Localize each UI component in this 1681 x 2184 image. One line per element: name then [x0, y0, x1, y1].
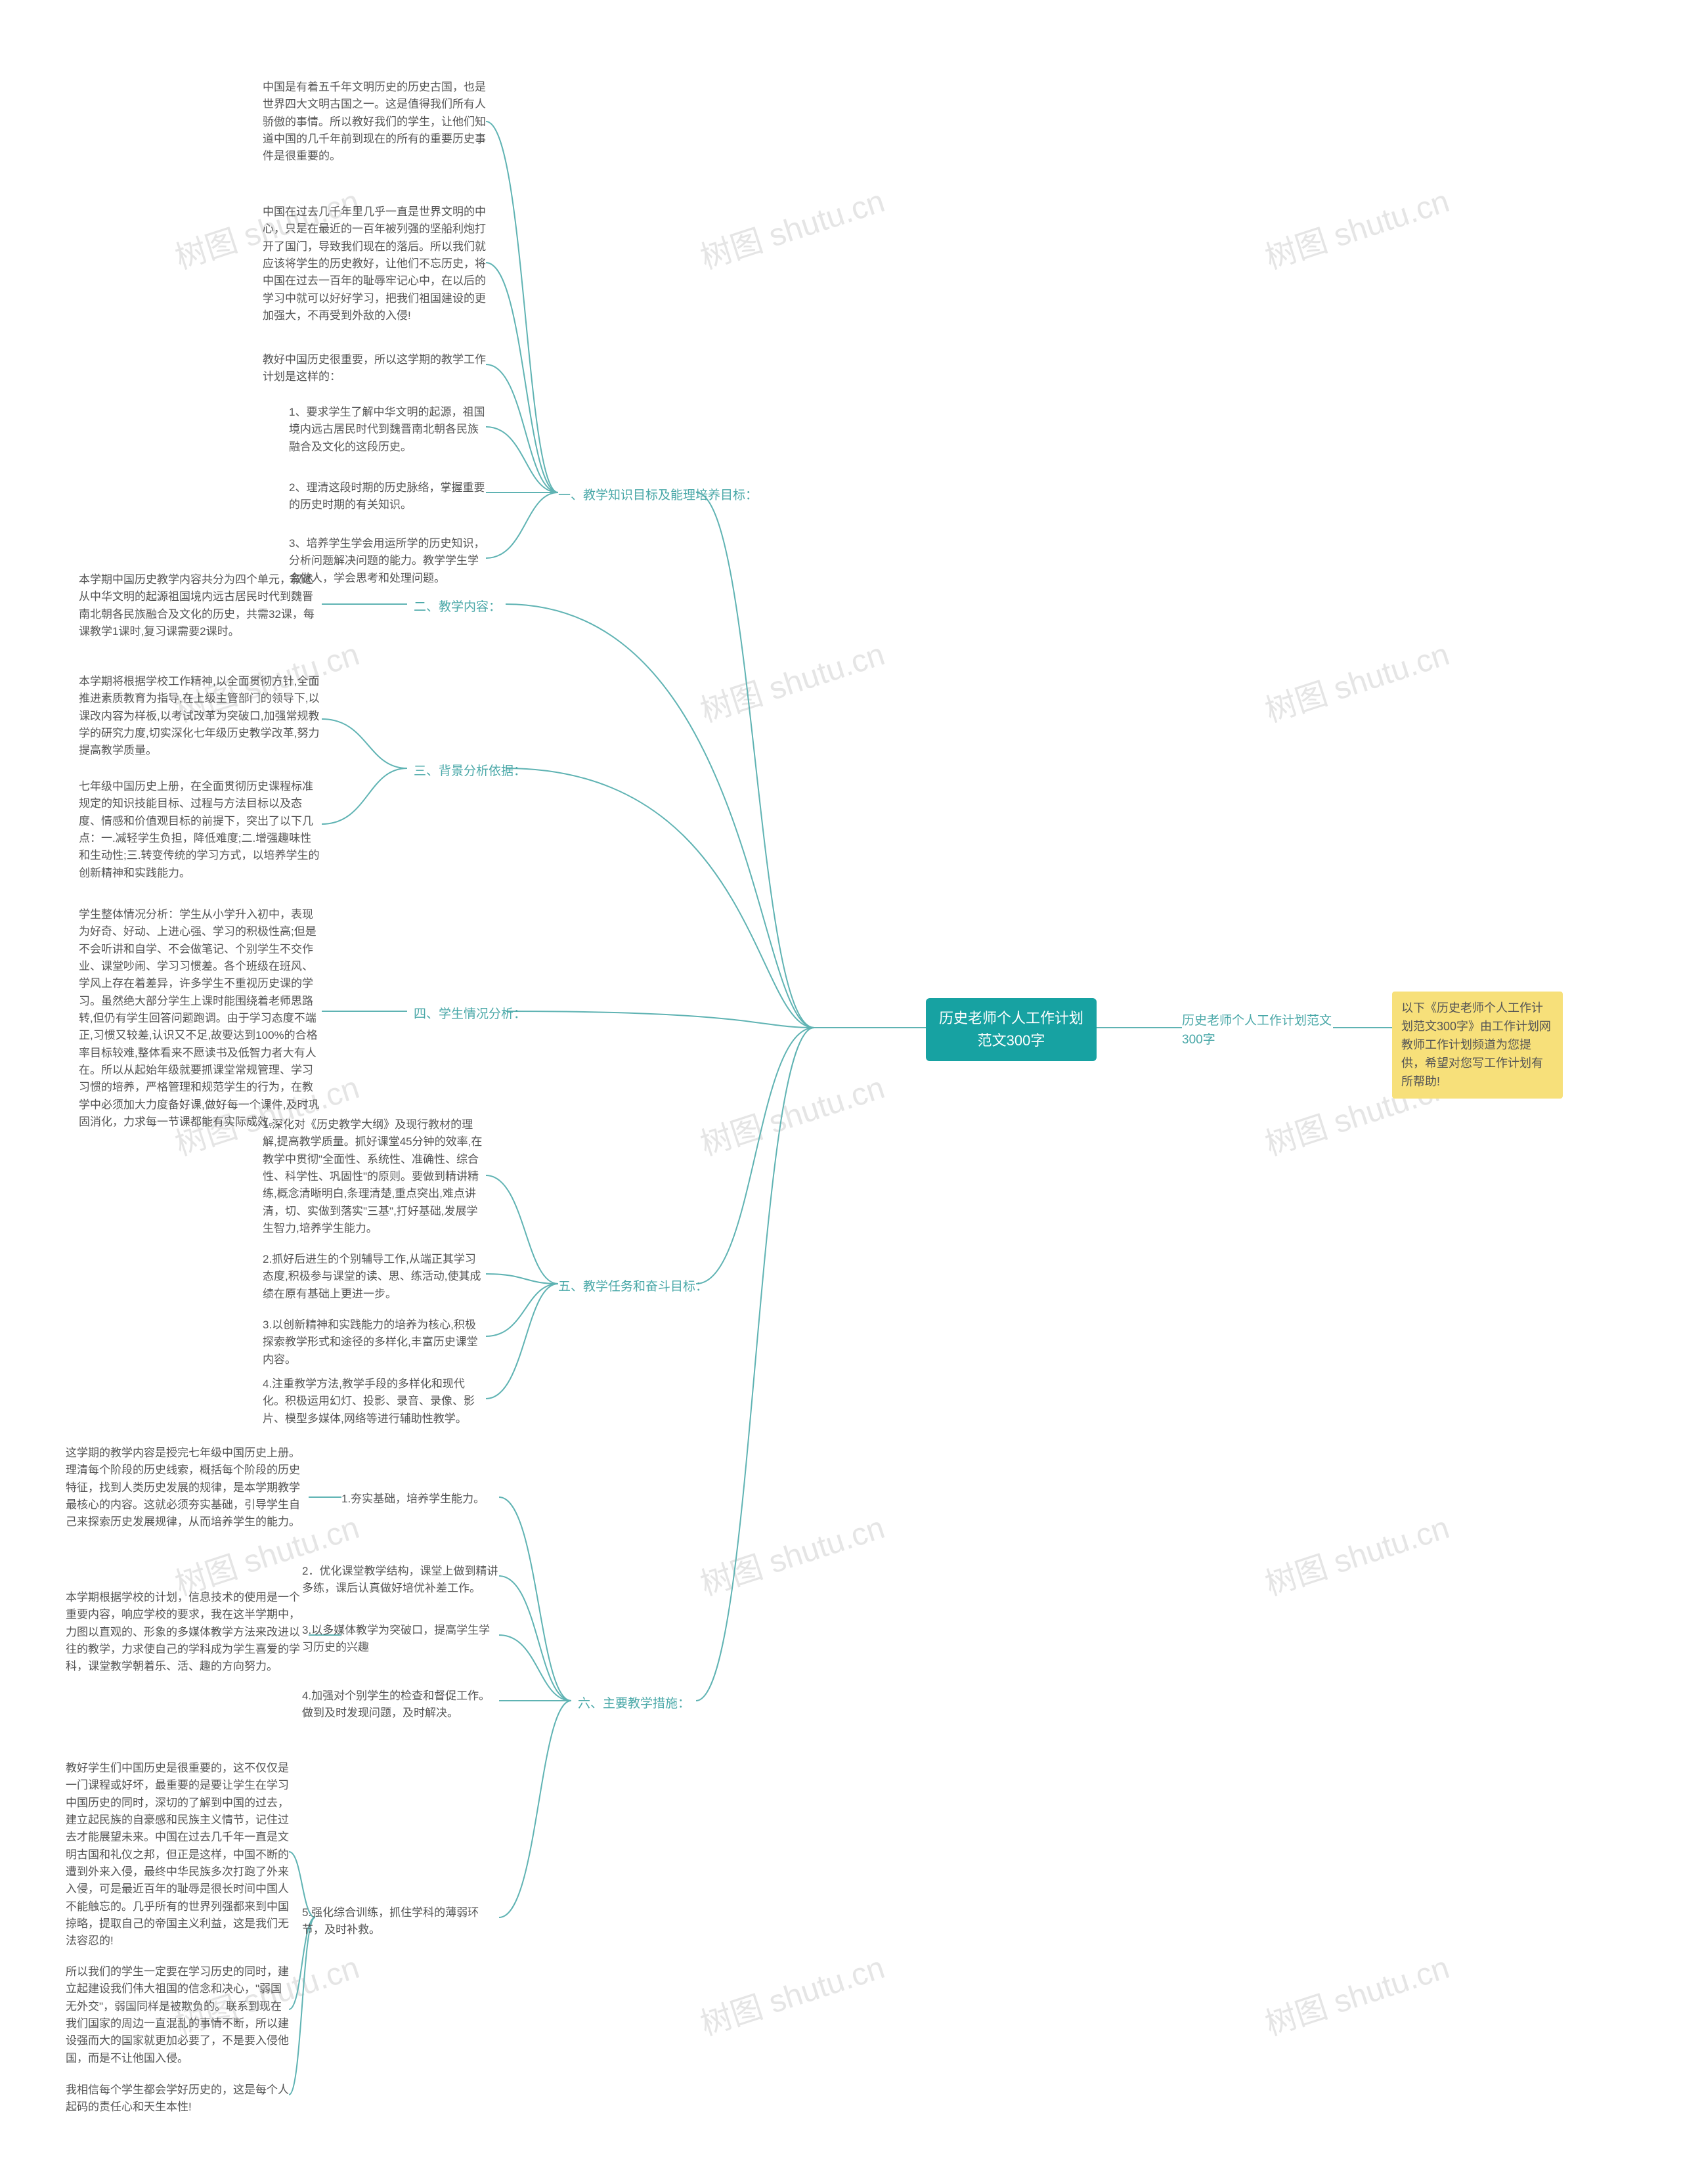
branch-1-label[interactable]: 一、教学知识目标及能理培养目标： [558, 486, 758, 505]
branch-6-child-4: 4.加强对个别学生的检查和督促工作。做到及时发现问题，及时解决。 [302, 1688, 499, 1722]
branch-6-child-3: 3.以多媒体教学为突破口，提高学生学习历史的兴趣 [302, 1622, 499, 1657]
branch-6-child-1-sub: 这学期的教学内容是授完七年级中国历史上册。理清每个阶段的历史线索，概括每个阶段的… [66, 1445, 309, 1531]
branch-1-child-5: 2、理清这段时期的历史脉络，掌握重要的历史时期的有关知识。 [289, 479, 486, 514]
branch-6-child-3-sub: 本学期根据学校的计划，信息技术的使用是一个重要内容，响应学校的要求，我在这半学期… [66, 1589, 309, 1676]
branch-4-child-1: 学生整体情况分析：学生从小学升入初中，表现为好奇、好动、上进心强、学习的积极性高… [79, 906, 322, 1131]
subtitle-node[interactable]: 历史老师个人工作计划范文300字 [1182, 1011, 1340, 1050]
branch-6-child-5-sub3: 我相信每个学生都会学好历史的，这是每个人起码的责任心和天生本性! [66, 2082, 289, 2116]
root-node[interactable]: 历史老师个人工作计划范文300字 [926, 998, 1097, 1061]
branch-6-label[interactable]: 六、主要教学措施： [578, 1694, 690, 1713]
branch-5-label[interactable]: 五、教学任务和奋斗目标： [558, 1277, 708, 1296]
branch-3-label[interactable]: 三、背景分析依据： [414, 762, 526, 781]
branch-5-child-1: 1.深化对《历史教学大纲》及现行教材的理解,提高教学质量。抓好课堂45分钟的效率… [263, 1116, 486, 1237]
branch-2-child-1: 本学期中国历史教学内容共分为四个单元，叙述从中华文明的起源祖国境内远古居民时代到… [79, 571, 322, 640]
branch-1-child-4: 1、要求学生了解中华文明的起源，祖国境内远古居民时代到魏晋南北朝各民族融合及文化… [289, 404, 486, 456]
branch-2-label[interactable]: 二、教学内容： [414, 598, 501, 617]
branch-4-label[interactable]: 四、学生情况分析： [414, 1005, 526, 1024]
root-note: 以下《历史老师个人工作计划范文300字》由工作计划网教师工作计划频道为您提供，希… [1392, 992, 1563, 1099]
branch-6-child-5: 5.强化综合训练，抓住学科的薄弱环节，及时补救。 [302, 1904, 499, 1939]
branch-1-child-3: 教好中国历史很重要，所以这学期的教学工作计划是这样的： [263, 351, 486, 386]
branch-1-child-2: 中国在过去几千年里几乎一直是世界文明的中心，只是在最近的一百年被列强的坚船利炮打… [263, 204, 486, 324]
branch-6-child-5-sub1: 教好学生们中国历史是很重要的，这不仅仅是一门课程或好坏，最重要的是要让学生在学习… [66, 1760, 289, 1950]
branch-6-child-2: 2．优化课堂教学结构，课堂上做到精讲多练，课后认真做好培优补差工作。 [302, 1563, 499, 1598]
branch-6-child-1: 1.夯实基础，培养学生能力。 [341, 1491, 485, 1508]
branch-5-child-2: 2.抓好后进生的个别辅导工作,从端正其学习态度,积极参与课堂的读、思、练活动,使… [263, 1251, 486, 1303]
branch-3-child-2: 七年级中国历史上册，在全面贯彻历史课程标准规定的知识技能目标、过程与方法目标以及… [79, 778, 322, 882]
branch-3-child-1: 本学期将根据学校工作精神,以全面贯彻方针,全面推进素质教育为指导,在上级主管部门… [79, 673, 322, 760]
branch-5-child-4: 4.注重教学方法,教学手段的多样化和现代化。积极运用幻灯、投影、录音、录像、影片… [263, 1376, 486, 1428]
branch-1-child-1: 中国是有着五千年文明历史的历史古国，也是世界四大文明古国之一。这是值得我们所有人… [263, 79, 486, 165]
branch-5-child-3: 3.以创新精神和实践能力的培养为核心,积极探索教学形式和途径的多样化,丰富历史课… [263, 1317, 486, 1368]
branch-6-child-5-sub2: 所以我们的学生一定要在学习历史的同时，建立起建设我们伟大祖国的信念和决心，"弱国… [66, 1963, 289, 2067]
